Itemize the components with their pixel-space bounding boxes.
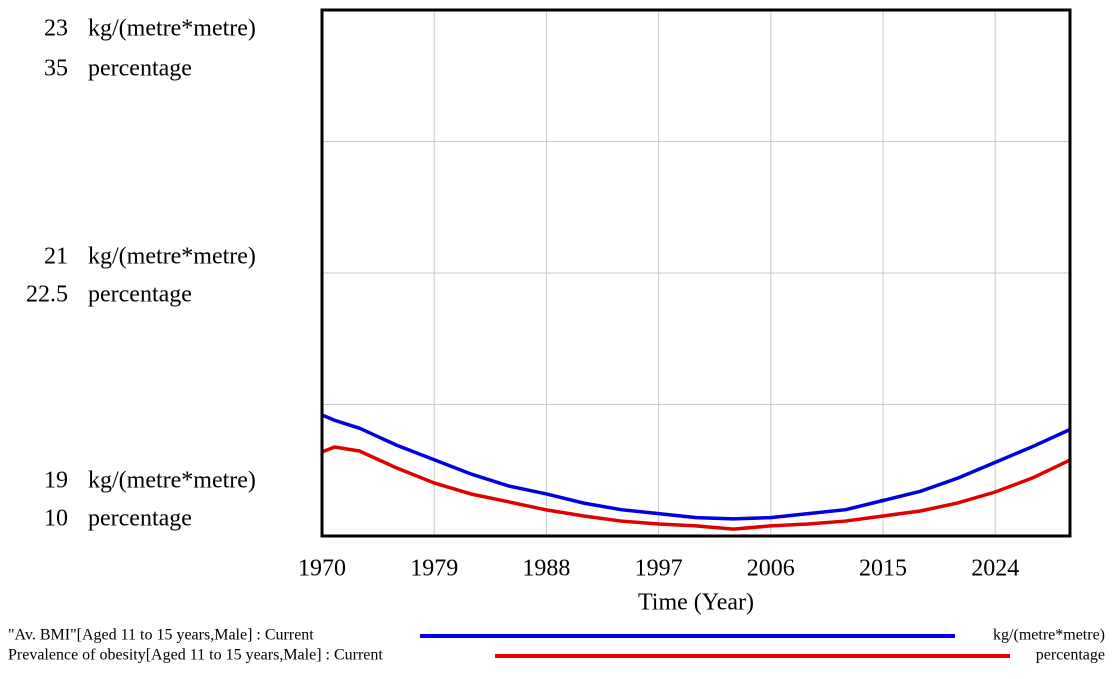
y2-tick-label: 35: [44, 56, 68, 82]
legend-unit: percentage: [1036, 647, 1105, 664]
y2-tick-label: 10: [44, 506, 68, 532]
x-tick-label: 1970: [298, 556, 346, 582]
x-tick-label: 1979: [410, 556, 458, 582]
y-tick-label: 19: [44, 468, 68, 494]
y-unit-label: kg/(metre*metre): [88, 16, 256, 42]
x-tick-label: 1988: [522, 556, 570, 582]
x-tick-label: 1997: [635, 556, 683, 582]
y2-unit-label: percentage: [88, 56, 192, 82]
y2-tick-label: 22.5: [26, 282, 68, 308]
y-unit-label: kg/(metre*metre): [88, 468, 256, 494]
x-axis-label: Time (Year): [638, 590, 754, 616]
x-tick-label: 2015: [859, 556, 907, 582]
legend-unit: kg/(metre*metre): [993, 627, 1105, 644]
x-tick-label: 2024: [971, 556, 1019, 582]
y-tick-label: 23: [44, 16, 68, 42]
series-line: [321, 413, 1071, 521]
y2-unit-label: percentage: [88, 282, 192, 308]
plot-frame: [320, 8, 1072, 538]
legend-label: Prevalence of obesity[Aged 11 to 15 year…: [8, 647, 383, 664]
y2-unit-label: percentage: [88, 506, 192, 532]
x-tick-label: 2006: [747, 556, 795, 582]
legend-label: "Av. BMI"[Aged 11 to 15 years,Male] : Cu…: [8, 627, 314, 644]
series-line: [321, 445, 1071, 531]
y-tick-label: 21: [44, 244, 68, 270]
y-unit-label: kg/(metre*metre): [88, 244, 256, 270]
